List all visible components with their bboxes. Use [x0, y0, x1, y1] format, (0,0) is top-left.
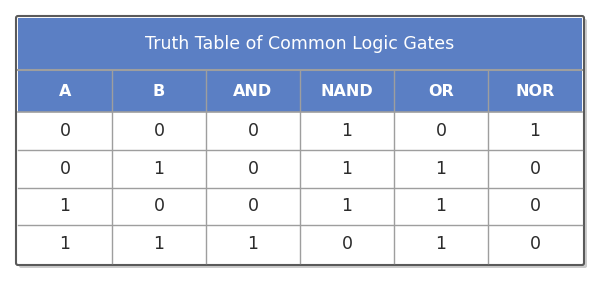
Text: 1: 1 [341, 160, 353, 178]
Text: NOR: NOR [515, 83, 554, 99]
Bar [18, 18, 582, 70]
Text: 0: 0 [530, 235, 541, 253]
Text: 0: 0 [59, 160, 71, 178]
Text: 0: 0 [436, 122, 446, 140]
Text: 0: 0 [248, 160, 259, 178]
Bar [18, 187, 582, 225]
Text: OR: OR [428, 83, 454, 99]
Text: 1: 1 [59, 235, 71, 253]
Text: B: B [153, 83, 165, 99]
Text: 0: 0 [530, 197, 541, 215]
Text: 0: 0 [248, 122, 259, 140]
Text: AND: AND [233, 83, 272, 99]
Text: 1: 1 [341, 197, 353, 215]
FancyBboxPatch shape [19, 19, 587, 268]
Text: 1: 1 [436, 197, 446, 215]
Bar [18, 225, 582, 263]
Text: 1: 1 [436, 235, 446, 253]
Text: 1: 1 [436, 160, 446, 178]
Text: 1: 1 [154, 160, 164, 178]
Bar [18, 112, 582, 150]
Text: 1: 1 [530, 122, 541, 140]
Text: 0: 0 [341, 235, 353, 253]
Text: 0: 0 [154, 197, 164, 215]
FancyBboxPatch shape [16, 16, 584, 265]
Text: 1: 1 [248, 235, 259, 253]
Text: NAND: NAND [320, 83, 373, 99]
Text: 0: 0 [154, 122, 164, 140]
Bar [18, 70, 582, 112]
Text: 0: 0 [248, 197, 259, 215]
Bar [18, 150, 582, 187]
Text: 0: 0 [59, 122, 71, 140]
Text: 1: 1 [341, 122, 353, 140]
Text: Truth Table of Common Logic Gates: Truth Table of Common Logic Gates [145, 35, 455, 53]
Text: A: A [59, 83, 71, 99]
Text: 0: 0 [530, 160, 541, 178]
Text: 1: 1 [154, 235, 164, 253]
Text: 1: 1 [59, 197, 71, 215]
